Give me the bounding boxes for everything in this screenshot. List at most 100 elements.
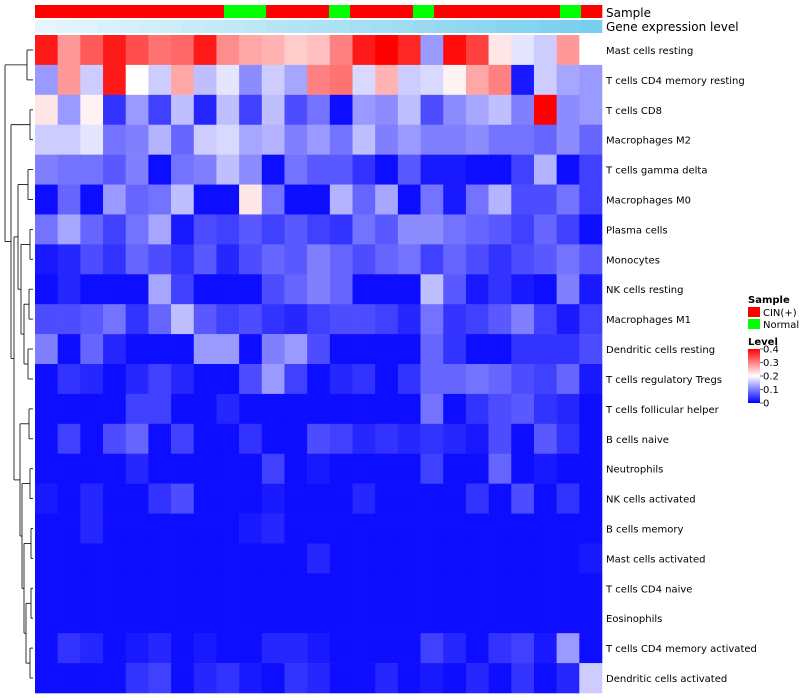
heatmap-cell <box>57 124 81 155</box>
heatmap-cell <box>261 214 285 245</box>
heatmap-cell <box>103 513 127 544</box>
heatmap-cell <box>375 603 399 634</box>
heatmap-cell <box>465 573 489 604</box>
heatmap-cell <box>216 64 240 96</box>
heatmap-cell <box>511 393 535 425</box>
heatmap-cell <box>329 513 353 544</box>
heatmap-cell <box>307 453 331 484</box>
heatmap-cell <box>443 364 467 395</box>
row-label: Macrophages M2 <box>606 136 691 147</box>
legend-label-normal: Normal <box>763 320 799 331</box>
heatmap-cell <box>239 513 263 544</box>
heatmap-cell <box>171 154 195 185</box>
heatmap-cell <box>329 483 353 514</box>
heatmap-cell <box>465 603 489 634</box>
heatmap-cell <box>465 453 489 484</box>
heatmap-cell <box>375 543 399 574</box>
sample-annotation-cell <box>350 5 372 18</box>
heatmap-cell <box>420 94 444 126</box>
heatmap-cell <box>193 663 217 694</box>
heatmap-cell <box>193 274 217 305</box>
heatmap-cell <box>80 633 104 664</box>
heatmap-cell <box>284 663 308 694</box>
heatmap-cell <box>307 573 331 604</box>
heatmap-cell <box>465 633 489 664</box>
heatmap-cell <box>239 603 263 634</box>
heatmap-cell <box>216 453 240 484</box>
heatmap-cell <box>261 633 285 664</box>
row-label: Monocytes <box>606 255 660 266</box>
heatmap-cell <box>329 64 353 96</box>
heatmap-cell <box>171 393 195 425</box>
heatmap-cell <box>579 64 603 96</box>
heatmap-cell <box>375 35 399 66</box>
sample-legend: Sample CIN(+) Normal <box>748 295 799 331</box>
sample-annotation-cell <box>161 5 183 18</box>
heatmap-cell <box>148 633 172 664</box>
row-label: Dendritic cells activated <box>606 674 727 685</box>
heatmap-cell <box>57 633 81 664</box>
heatmap-cell <box>239 573 263 604</box>
heatmap-cell <box>307 154 331 185</box>
heatmap-cell <box>148 543 172 574</box>
heatmap-cell <box>579 184 603 215</box>
heatmap-cell <box>533 603 557 634</box>
heatmap-cell <box>284 633 308 664</box>
sample-annotation-cell <box>245 5 267 18</box>
heatmap-cell <box>352 64 376 96</box>
heatmap-cell <box>488 274 512 305</box>
heatmap-cell <box>125 94 149 126</box>
heatmap-cell <box>420 154 444 185</box>
heatmap-cell <box>488 633 512 664</box>
heatmap-cell <box>556 483 580 514</box>
heatmap-cell <box>193 633 217 664</box>
heatmap-cell <box>533 573 557 604</box>
heatmap-cell <box>443 334 467 365</box>
heatmap-cell <box>307 393 331 425</box>
heatmap-cell <box>352 94 376 126</box>
expression-annotation-cell <box>392 20 414 33</box>
heatmap-cell <box>80 513 104 544</box>
heatmap-cell <box>35 124 58 155</box>
heatmap-cell <box>57 64 81 96</box>
heatmap-cell <box>352 603 376 634</box>
level-colorbar <box>748 349 760 403</box>
heatmap-cell <box>125 64 149 96</box>
row-label: Neutrophils <box>606 465 663 476</box>
expression-annotation-cell <box>35 20 57 33</box>
sample-annotation-cell <box>77 5 99 18</box>
heatmap-cell <box>125 483 149 514</box>
heatmap-cell <box>533 663 557 694</box>
heatmap-cell <box>329 663 353 694</box>
row-label: T cells CD8 <box>605 106 662 117</box>
level-tick-label: 0.1 <box>763 385 779 396</box>
heatmap-cell <box>80 334 104 365</box>
heatmap-cell <box>80 663 104 694</box>
heatmap-cell <box>125 573 149 604</box>
heatmap-cell <box>397 543 421 574</box>
heatmap-cell <box>171 334 195 365</box>
heatmap-cell <box>579 513 603 544</box>
heatmap-cell <box>488 573 512 604</box>
heatmap-cell <box>284 573 308 604</box>
heatmap-cell <box>307 184 331 215</box>
heatmap-cell <box>35 603 58 634</box>
heatmap-cell <box>216 35 240 66</box>
heatmap-cell <box>103 94 127 126</box>
heatmap-cell <box>284 35 308 66</box>
expression-annotation-cell <box>161 20 183 33</box>
heatmap-cell <box>171 274 195 305</box>
heatmap-cell <box>307 274 331 305</box>
heatmap-cell <box>488 124 512 155</box>
row-label: T cells CD4 naive <box>605 584 692 595</box>
heatmap-cell <box>420 124 444 155</box>
heatmap-cell <box>511 64 535 96</box>
heatmap-cell <box>511 35 535 66</box>
heatmap-cell <box>261 124 285 155</box>
heatmap-cell <box>579 304 603 335</box>
heatmap-cell <box>511 124 535 155</box>
heatmap-cell <box>35 483 58 514</box>
heatmap-cell <box>420 633 444 664</box>
heatmap-cell <box>80 423 104 455</box>
heatmap-cell <box>148 244 172 275</box>
